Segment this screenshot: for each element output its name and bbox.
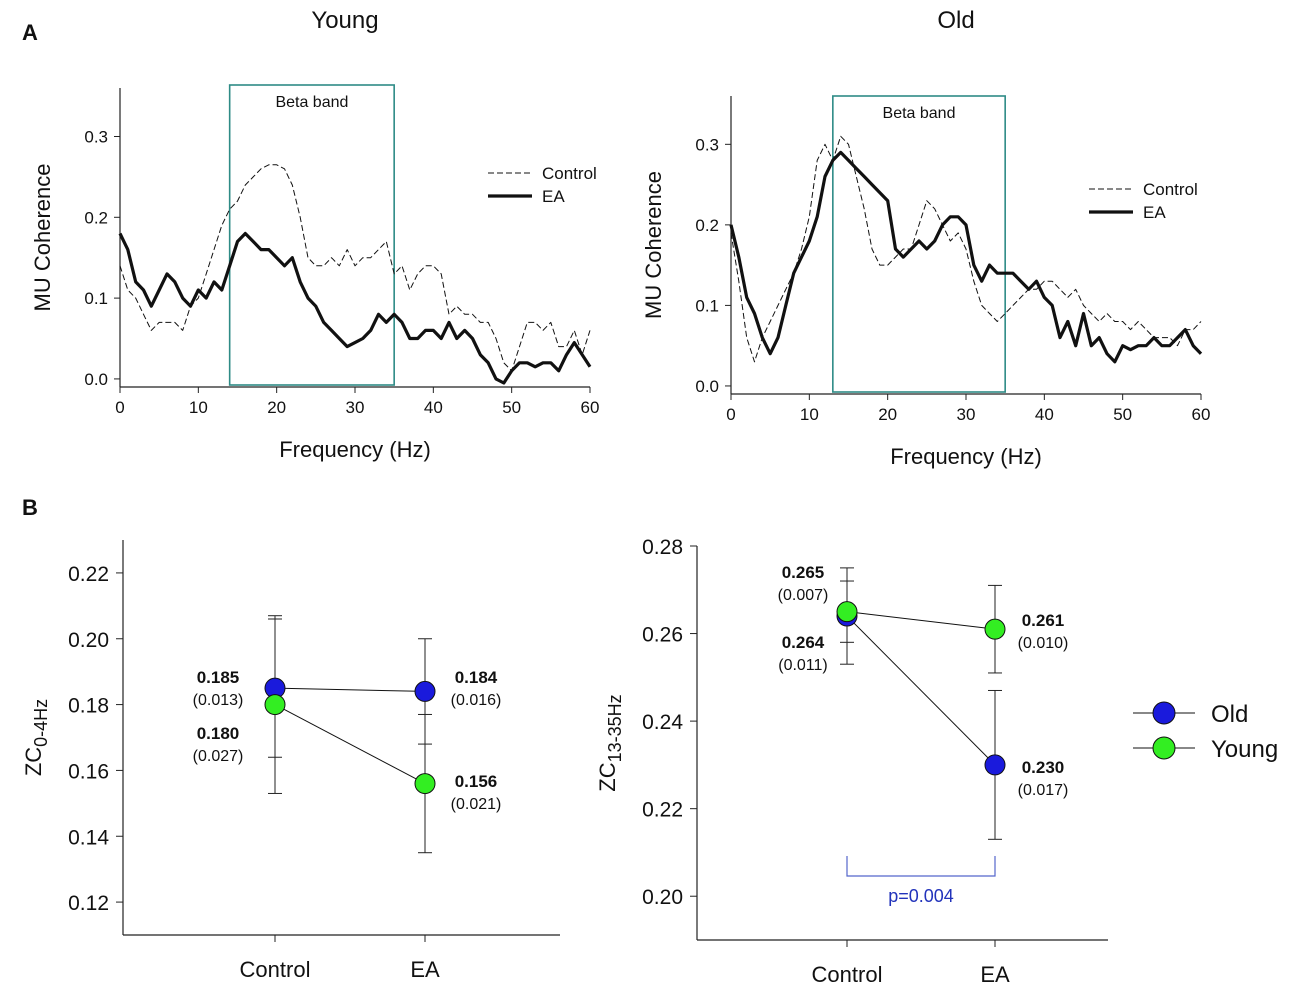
y-tick-label: 0.26 [642,624,683,647]
zc-0-4hz-chart: 0.12 0.14 0.16 0.18 0.20 0.22 Control EA ZC0-4Hz… [21,540,560,982]
point-young [264,694,286,716]
y-axis-label: ZC0-4Hz [21,699,51,776]
y-tick-label: 0.12 [68,892,109,915]
legend-label-ea: EA [1143,203,1166,222]
young-coherence-chart: Young 0 10 20 30 40 50 60 0.0 0.1 0.2 0.3 Frequency … [30,7,599,462]
zc-13-35hz-chart: 0.20 0.22 0.24 0.26 0.28 Control EA ZC13-35Hz 0.… [595,536,1278,987]
se-label-young: (0.021) [451,796,502,813]
series-line-ea [118,231,592,385]
p-value-label: p=0.004 [888,886,954,906]
point-young [984,618,1006,640]
mean-label-old: 0.184 [455,668,498,687]
x-tick-label: 50 [502,398,521,417]
se-label-old: (0.016) [451,692,502,709]
y-tick-label: 0.3 [695,135,719,154]
connect-line-young [274,704,426,785]
beta-band-label: Beta band [883,105,956,122]
y-tick-label: 0.14 [68,826,109,849]
point-old [414,680,436,702]
y-axis-label-sub: 0-4Hz [31,699,51,747]
se-label-young: (0.027) [193,748,244,765]
y-tick-label: 0.1 [695,296,719,315]
x-tick-label: 10 [189,398,208,417]
x-tick-label: 40 [1035,405,1054,424]
y-axis-label-sub: 13-35Hz [605,694,625,762]
se-label-young: (0.007) [778,587,829,604]
x-tick-label: 10 [800,405,819,424]
y-axis-label: ZC13-35Hz [595,694,625,791]
y-tick-label: 0.0 [695,377,719,396]
connect-line-old [274,687,426,692]
se-label-old: (0.011) [778,657,828,674]
y-axis-label-main: ZC [595,762,620,791]
beta-band-box [832,95,1006,393]
y-tick-label: 0.0 [84,370,108,389]
point-young [414,773,436,795]
legend-label-ea: EA [542,187,565,206]
legend-label-young: Young [1211,736,1278,763]
x-tick-label: 30 [346,398,365,417]
legend-label-control: Control [542,164,597,183]
mean-label-young: 0.261 [1022,611,1065,630]
y-tick-label: 0.20 [642,886,683,909]
y-tick-label: 0.1 [84,289,108,308]
x-tick-label: 20 [267,398,286,417]
y-axis-label: MU Coherence [641,171,666,319]
old-coherence-chart: Old 0 10 20 30 40 50 60 0.0 0.1 0.2 0.3 Frequency (H… [641,7,1210,469]
x-tick-label-ea: EA [980,962,1010,987]
significance-bracket [846,856,996,877]
x-tick-label: 50 [1113,405,1132,424]
beta-band-label: Beta band [275,94,348,111]
y-tick-label: 0.22 [68,563,109,586]
x-tick-label: 20 [878,405,897,424]
chart-title: Young [311,7,378,34]
y-axis-label: MU Coherence [30,164,55,312]
x-tick-label: 60 [1192,405,1211,424]
se-label-old: (0.013) [193,692,244,709]
beta-band-box [228,84,395,386]
y-tick-label: 0.28 [642,536,683,559]
legend-label-control: Control [1143,180,1198,199]
x-tick-label: 30 [957,405,976,424]
mean-label-young: 0.156 [455,772,498,791]
connect-line-old [846,615,996,766]
legend-marker-old [1152,701,1176,725]
y-tick-label: 0.24 [642,711,683,734]
x-tick-label-control: Control [240,957,311,982]
legend-marker-young [1152,736,1176,760]
point-young [836,601,858,623]
panel-letter-b: B [22,495,38,520]
y-tick-label: 0.2 [695,216,719,235]
y-tick-label: 0.20 [68,629,109,652]
y-axis-label-main: ZC [21,747,46,776]
mean-label-old: 0.185 [197,668,240,687]
chart-title: Old [937,7,974,34]
x-axis-label: Frequency (Hz) [279,437,431,462]
mean-label-old: 0.230 [1022,758,1065,777]
mean-label-young: 0.265 [782,563,825,582]
legend-label-old: Old [1211,701,1248,728]
y-tick-label: 0.22 [642,799,683,822]
x-tick-label: 60 [581,398,600,417]
x-tick-label-control: Control [812,962,883,987]
y-tick-label: 0.3 [84,127,108,146]
x-tick-label-ea: EA [410,957,440,982]
panel-letter-a: A [22,20,38,45]
se-label-old: (0.017) [1018,782,1069,799]
mean-label-old: 0.264 [782,633,825,652]
x-tick-label: 0 [726,405,735,424]
se-label-young: (0.010) [1018,635,1069,652]
series-line-control [730,135,1202,363]
y-tick-label: 0.16 [68,760,109,783]
y-tick-label: 0.18 [68,695,109,718]
connect-line-young [846,611,996,630]
x-axis-label: Frequency (Hz) [890,444,1042,469]
x-tick-label: 40 [424,398,443,417]
mean-label-young: 0.180 [197,724,240,743]
y-tick-label: 0.2 [84,208,108,227]
point-old [984,754,1006,776]
x-tick-label: 0 [115,398,124,417]
series-line-ea [729,150,1203,364]
